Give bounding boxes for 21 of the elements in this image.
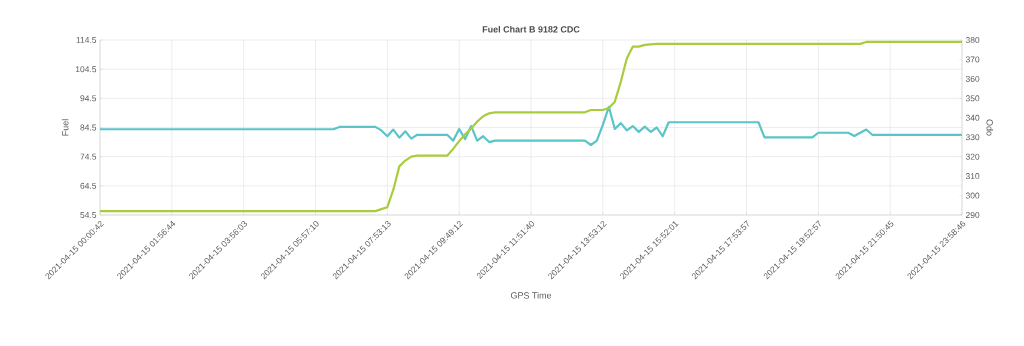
y-tick-label: 114.5 xyxy=(76,37,97,43)
x-axis-title: GPS Time xyxy=(510,292,552,299)
y-axis-title: Fuel xyxy=(61,119,69,136)
y2-tick-label: 300 xyxy=(965,192,980,199)
y-tick-label: 54.5 xyxy=(80,212,97,218)
y-tick-label: 84.5 xyxy=(80,124,97,131)
y2-tick-label: 330 xyxy=(965,134,980,141)
y-tick-label: 104.5 xyxy=(75,66,97,73)
chart-title: Fuel Chart B 9182 CDC xyxy=(482,25,580,33)
y2-tick-label: 370 xyxy=(965,56,980,63)
y2-tick-label: 360 xyxy=(965,75,980,82)
y2-axis-title: Odo xyxy=(986,119,994,136)
y2-tick-label: 380 xyxy=(965,37,980,43)
y2-tick-label: 350 xyxy=(965,95,980,102)
y-tick-label: 64.5 xyxy=(80,182,97,189)
y-tick-label: 74.5 xyxy=(80,153,97,160)
y2-tick-label: 290 xyxy=(965,212,980,218)
y2-tick-label: 340 xyxy=(965,114,980,121)
y2-tick-label: 320 xyxy=(965,153,980,160)
y2-tick-label: 310 xyxy=(965,173,980,180)
y-tick-label: 94.5 xyxy=(80,95,97,102)
